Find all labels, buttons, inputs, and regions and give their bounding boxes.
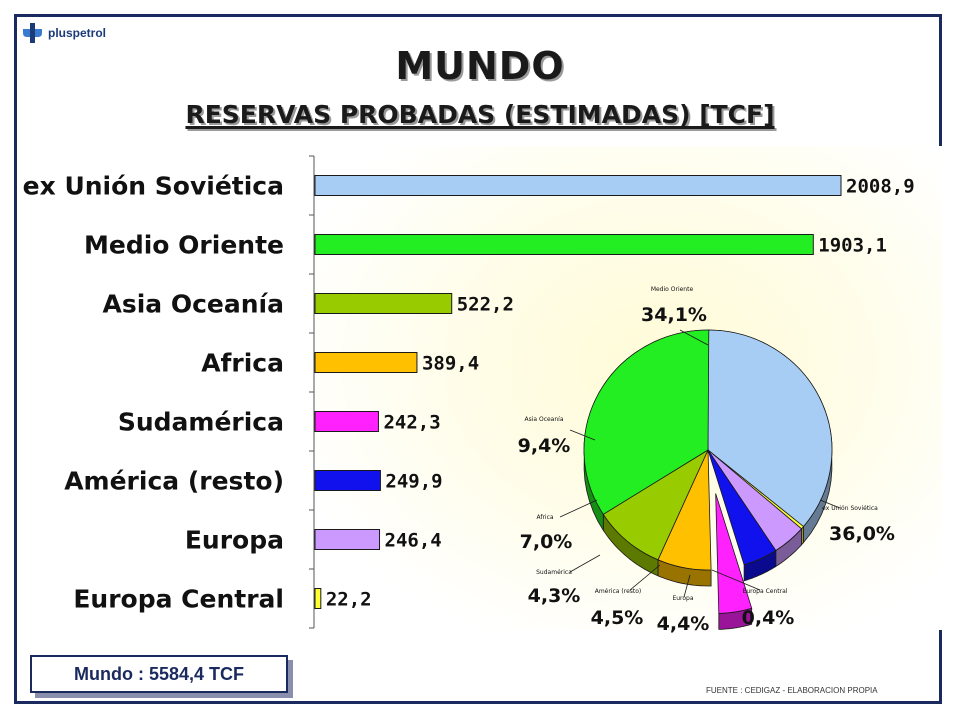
category-label: Medio Oriente	[84, 231, 284, 260]
pie-slice-label: Africa	[536, 514, 553, 521]
pie-slice-label: Asia Oceanía	[524, 416, 563, 423]
bar	[314, 293, 453, 314]
pie-leader-line	[569, 554, 601, 573]
bar	[314, 470, 381, 491]
pie-leader-line	[679, 329, 709, 346]
value-label: 246,4	[385, 530, 442, 552]
pie-percent-label: 9,4%	[518, 435, 571, 457]
pie-slice-label: Europa Central	[743, 588, 788, 595]
bar	[314, 529, 381, 550]
category-label: ex Unión Soviética	[23, 172, 284, 201]
pie-slice-label: América (resto)	[595, 588, 642, 595]
pie-percent-label: 4,4%	[657, 613, 710, 635]
bar	[314, 175, 842, 196]
value-label: 1903,1	[818, 235, 887, 257]
logo-text: pluspetrol	[48, 26, 107, 40]
bar	[314, 234, 814, 255]
bar	[314, 411, 379, 432]
pie-percent-label: 4,5%	[591, 607, 644, 629]
pie-slice	[707, 329, 833, 528]
bar	[314, 588, 322, 609]
total-label: Mundo : 5584,4 TCF	[73, 663, 244, 684]
pie-slice	[707, 449, 777, 566]
source-note: FUENTE : CEDIGAZ - ELABORACION PROPIA	[706, 686, 878, 695]
pie-leader-line	[711, 569, 761, 591]
pie-slice-label: Europa	[672, 595, 693, 602]
value-label: 242,3	[383, 412, 440, 434]
page-title: MUNDO	[395, 44, 565, 88]
category-label: Africa	[201, 349, 284, 378]
pie-percent-label: 0,4%	[742, 607, 795, 629]
pie-slice-label: Medio Oriente	[651, 286, 694, 293]
category-label: Asia Oceanía	[102, 290, 284, 319]
value-label: 2008,9	[846, 176, 915, 198]
pie-chart: ex Unión Soviética 36,0% Europa Central 0,4…	[518, 286, 895, 635]
bar	[314, 352, 418, 373]
category-label: América (resto)	[64, 467, 284, 496]
pie-leader-line	[559, 499, 598, 518]
pie-slice	[583, 329, 710, 515]
category-label: Europa Central	[73, 585, 284, 614]
page-subtitle: RESERVAS PROBADAS (ESTIMADAS) [TCF]	[185, 100, 775, 129]
pie-slice	[715, 493, 753, 614]
pie-leader-line	[569, 429, 596, 441]
value-label: 249,9	[385, 471, 442, 493]
pie-leader-line	[819, 499, 841, 509]
pie-percent-label: 4,3%	[528, 585, 581, 607]
value-label: 389,4	[422, 353, 479, 375]
pie-percent-label: 34,1%	[641, 304, 707, 326]
pie-percent-label: 7,0%	[520, 531, 573, 553]
pie-leader-line	[683, 574, 691, 598]
pie-slice-label: Sudamérica	[536, 569, 572, 576]
category-label: Sudamérica	[118, 408, 284, 437]
pie-slice-label: ex Unión Soviética	[822, 505, 878, 512]
total-box: Mundo : 5584,4 TCF	[30, 655, 288, 693]
pluspetrol-logo-icon	[23, 23, 42, 43]
pie-leader-line	[629, 564, 661, 591]
pie-percent-label: 36,0%	[829, 523, 895, 545]
category-label: Europa	[185, 526, 284, 555]
logo: pluspetrol	[22, 22, 106, 44]
value-label: 522,2	[457, 294, 514, 316]
value-label: 22,2	[326, 589, 372, 611]
